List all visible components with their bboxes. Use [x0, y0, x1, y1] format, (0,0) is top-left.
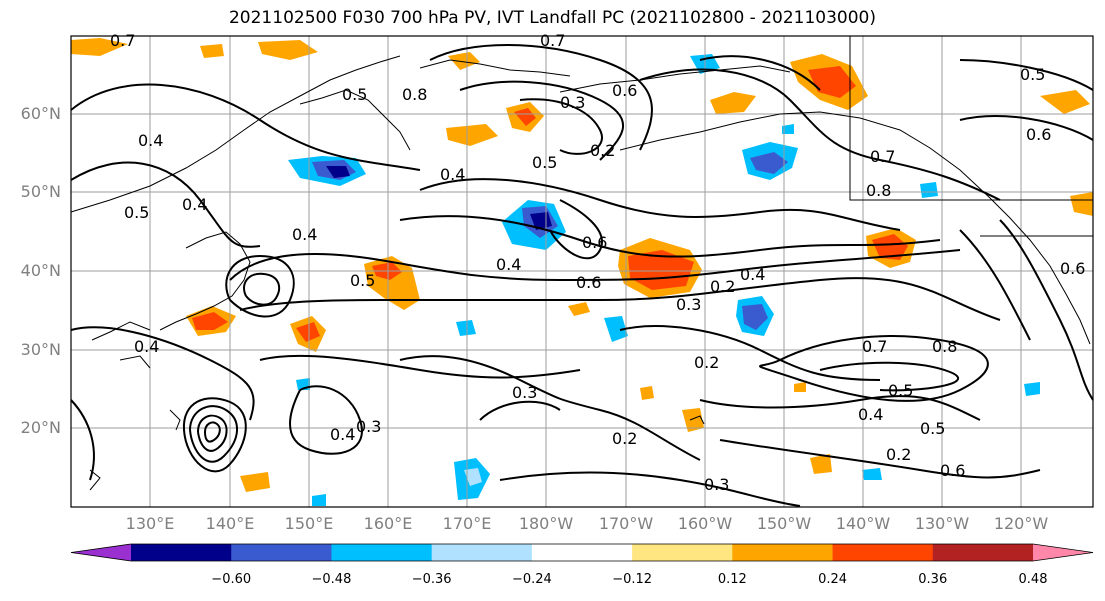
- colorbar-swatch: [732, 544, 834, 561]
- colorbar-tick-label: 0.36: [918, 572, 948, 587]
- lon-label: 160°W: [677, 514, 733, 533]
- coastlines: [70, 36, 1093, 491]
- contour-label: 0.6: [582, 233, 607, 252]
- lat-label: 60°N: [20, 104, 61, 123]
- contour-label: 0.6: [576, 273, 601, 292]
- contour-label: 0.4: [292, 225, 317, 244]
- contour-label: 0.4: [134, 337, 159, 356]
- lon-label: 120°W: [993, 514, 1049, 533]
- contour-label: 0.2: [694, 353, 719, 372]
- contour-label: 0.4: [440, 165, 465, 184]
- contour-label: 0.5: [124, 203, 149, 222]
- colorbar-swatch: [531, 544, 633, 561]
- colorbar-swatch: [832, 544, 934, 561]
- colorbar-swatch: [431, 544, 533, 561]
- contour-label: 0.3: [676, 295, 701, 314]
- contour-label: 0.7: [110, 31, 135, 50]
- colorbar-tick-label: −0.24: [511, 572, 552, 587]
- colorbar-tick-label: 0.48: [1018, 572, 1048, 587]
- contour-label: 0.5: [1020, 65, 1045, 84]
- lon-label: 140°E: [205, 514, 255, 533]
- contour-label: 0.8: [866, 181, 891, 200]
- lon-label: 150°W: [756, 514, 812, 533]
- map-frame: [70, 35, 1094, 508]
- colorbar-swatch: [1033, 544, 1093, 561]
- contour-label: 0.6: [1026, 125, 1051, 144]
- contour-label: 0.8: [402, 85, 427, 104]
- contour-label: 0.7: [540, 31, 565, 50]
- contour-label: 0.4: [496, 255, 521, 274]
- contour-label: 0.5: [350, 271, 375, 290]
- lat-label: 50°N: [20, 182, 61, 201]
- contour-label: 0.6: [612, 81, 637, 100]
- colorbar-tick-label: −0.12: [612, 572, 653, 587]
- contour-label: 0.5: [888, 381, 913, 400]
- contour-label: 0.3: [704, 475, 729, 494]
- contour-label: 0.8: [932, 337, 957, 356]
- lon-label: 150°E: [284, 514, 334, 533]
- colorbar-tick-label: 0.24: [818, 572, 848, 587]
- contour-label: 0.5: [342, 85, 367, 104]
- contour-label: 0.2: [590, 141, 615, 160]
- contour-label: 0.2: [886, 445, 911, 464]
- lon-label: 130°W: [914, 514, 970, 533]
- colorbar-swatch: [331, 544, 433, 561]
- colorbar-swatch: [71, 544, 131, 561]
- contour-label: 0.3: [512, 383, 537, 402]
- lon-label: 170°E: [442, 514, 492, 533]
- map-title: 2021102500 F030 700 hPa PV, IVT Landfall…: [228, 8, 876, 28]
- lon-label: 130°E: [125, 514, 175, 533]
- contour-label: 0.2: [612, 429, 637, 448]
- lat-label: 40°N: [20, 261, 61, 280]
- contour-label: 0.4: [138, 131, 163, 150]
- contour-label: 0.7: [870, 147, 895, 166]
- contour-label: 0.6: [940, 461, 965, 480]
- colorbar-swatch: [131, 544, 232, 561]
- contour-label: 0.6: [1060, 259, 1085, 278]
- colorbar-outline: [70, 543, 1094, 562]
- colorbar-tick-label: 0.12: [717, 572, 747, 587]
- contour-label: 0.7: [862, 337, 887, 356]
- graticule: [71, 36, 1093, 507]
- colorbar-swatch: [632, 544, 733, 561]
- lon-label: 160°E: [363, 514, 413, 533]
- lat-label: 30°N: [20, 340, 61, 359]
- lon-label: 140°W: [835, 514, 891, 533]
- colorbar-tick-label: −0.60: [211, 572, 252, 587]
- contour-label: 0.4: [858, 405, 883, 424]
- lon-label: 180°W: [518, 514, 574, 533]
- contour-label: 0.3: [560, 93, 585, 112]
- contour-label: 0.4: [740, 265, 765, 284]
- colorbar-tick-label: −0.48: [311, 572, 352, 587]
- contour-label: 0.5: [920, 419, 945, 438]
- contour-label: 0.4: [330, 425, 355, 444]
- contour-label: 0.3: [356, 417, 381, 436]
- lat-label: 20°N: [20, 418, 61, 437]
- lon-label: 170°W: [598, 514, 654, 533]
- contour-label: 0.2: [710, 277, 735, 296]
- colorbar-tick-label: −0.36: [411, 572, 452, 587]
- ivt-contours: [70, 44, 1094, 507]
- colorbar-swatch: [932, 544, 1034, 561]
- colorbar-swatch: [231, 544, 332, 561]
- contour-label: 0.4: [182, 195, 207, 214]
- contour-label: 0.5: [532, 153, 557, 172]
- colorbar: [70, 543, 1094, 562]
